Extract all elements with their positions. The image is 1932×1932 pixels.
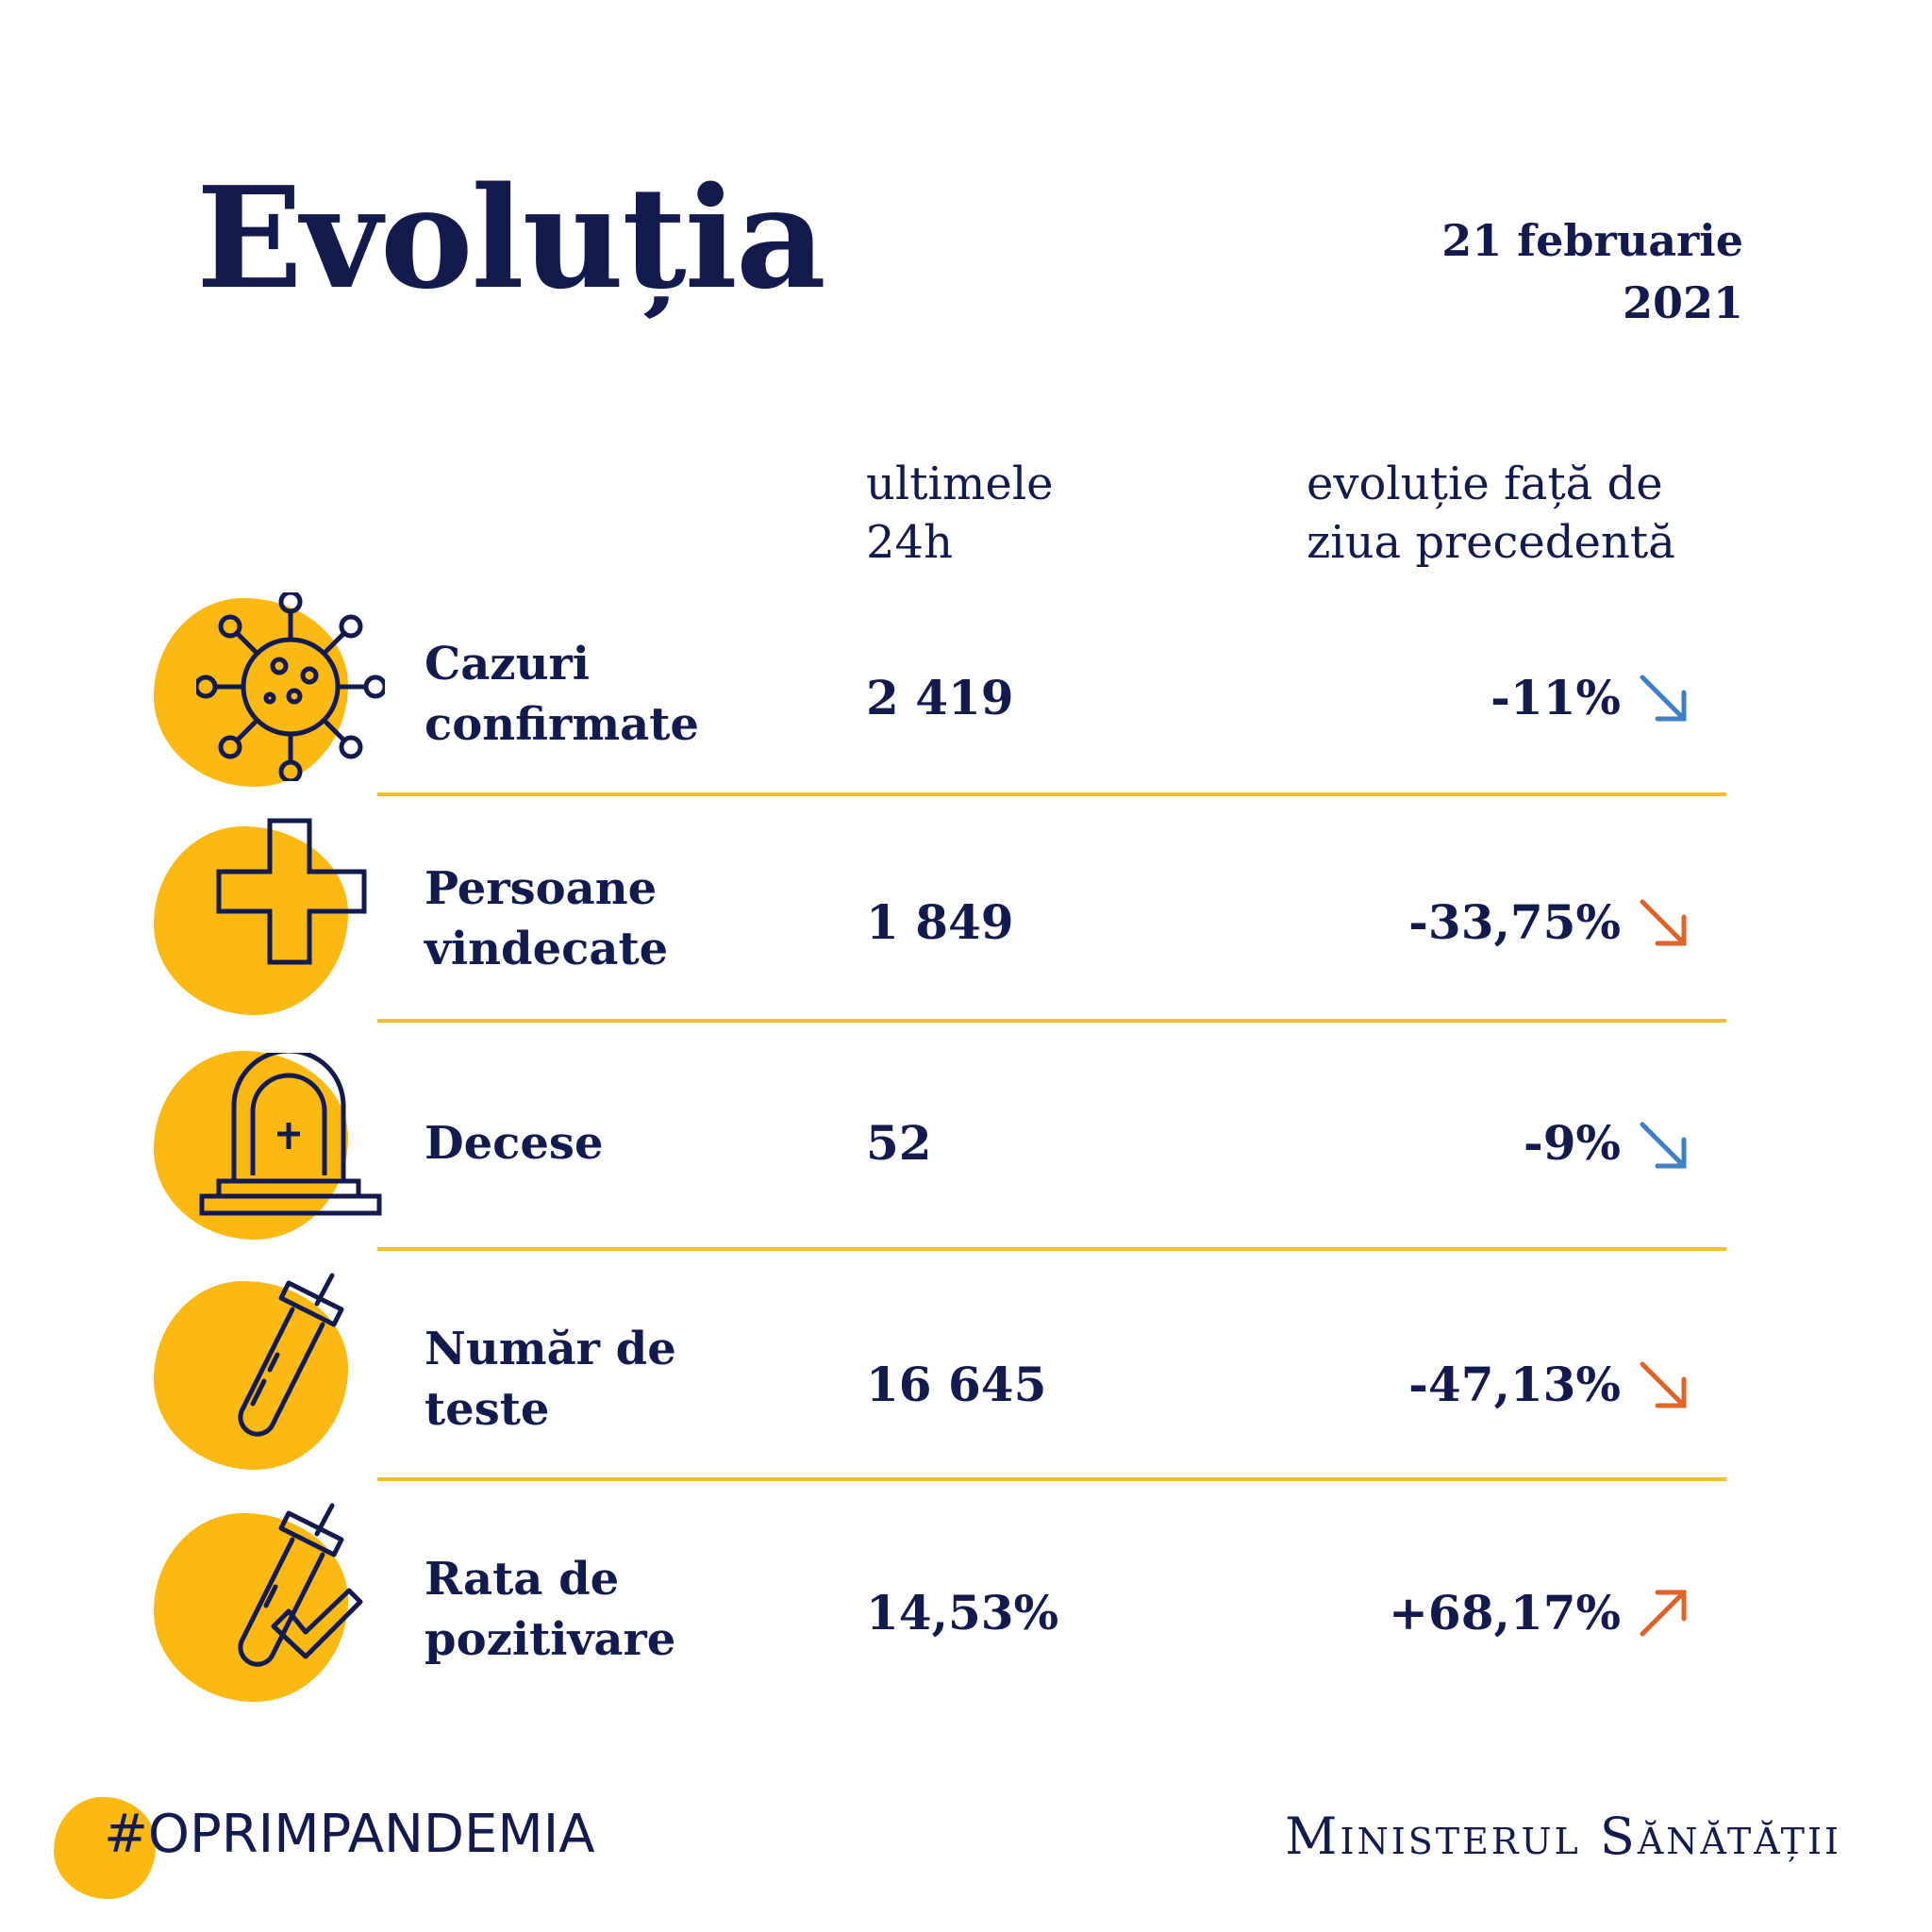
stat-value-24h: 14,53% — [866, 1585, 1059, 1641]
column-header-evolution: evoluție față de ziua precedentă — [1307, 455, 1675, 572]
tombstone-icon — [199, 1053, 382, 1216]
stat-value-24h: 1 849 — [866, 894, 1014, 950]
stat-label: Cazuri confirmate — [425, 634, 699, 755]
stat-label-line1: Decese — [425, 1117, 604, 1170]
stat-change-percent: +68,17% — [1389, 1585, 1621, 1641]
stat-label-line2: pozitivare — [425, 1613, 676, 1666]
ministry-logo-text: Ministerul Sănătății — [1285, 1807, 1841, 1866]
stat-label-line1: Cazuri — [425, 638, 590, 691]
page-title: Evoluția — [196, 156, 826, 320]
row-divider — [377, 1247, 1726, 1251]
stat-label: Rata de pozitivare — [425, 1549, 675, 1670]
stat-label: Decese — [425, 1113, 604, 1174]
stat-change-percent: -33,75% — [1408, 894, 1621, 950]
campaign-hashtag: #OPRIMPANDEMIA — [104, 1804, 595, 1865]
row-divider — [377, 792, 1726, 796]
stat-change-percent: -11% — [1491, 670, 1621, 725]
icon-background-blob — [154, 598, 348, 787]
date-day-month: 21 februarie — [1441, 215, 1743, 266]
arrow-up-right-icon — [1640, 1590, 1687, 1637]
test-tube-check-icon — [238, 1503, 363, 1667]
stat-value-24h: 16 645 — [866, 1357, 1047, 1412]
arrow-down-right-icon — [1640, 675, 1687, 722]
stat-label: Număr de teste — [425, 1319, 676, 1440]
column-header-last-24h-line1: ultimele — [866, 458, 1054, 510]
arrow-down-right-icon — [1640, 899, 1687, 946]
icon-background-blob — [154, 826, 348, 1015]
row-divider — [377, 1477, 1726, 1481]
arrow-down-right-icon — [1640, 1361, 1687, 1408]
hashtag-background-blob — [54, 1797, 156, 1899]
arrow-down-right-icon — [1640, 1122, 1687, 1169]
column-header-last-24h: ultimele 24h — [866, 455, 1054, 572]
stat-label-line2: teste — [425, 1383, 550, 1436]
virus-icon — [196, 592, 385, 781]
medical-cross-icon — [216, 818, 367, 965]
stat-change-percent: -47,13% — [1408, 1357, 1621, 1412]
stat-label-line1: Rata de — [425, 1553, 620, 1606]
column-header-last-24h-line2: 24h — [866, 516, 953, 569]
stat-label-line1: Număr de — [425, 1323, 676, 1375]
stat-label-line2: confirmate — [425, 698, 699, 751]
report-date: 21 februarie 2021 — [1441, 209, 1743, 334]
date-year: 2021 — [1622, 277, 1743, 328]
stat-label-line2: vindecate — [425, 923, 669, 975]
row-divider — [377, 1019, 1726, 1023]
stat-change-percent: -9% — [1523, 1115, 1621, 1171]
column-header-evolution-line1: evoluție față de — [1307, 458, 1663, 510]
column-header-evolution-line2: ziua precedentă — [1307, 516, 1675, 569]
stat-label: Persoane vindecate — [425, 858, 668, 979]
stat-value-24h: 52 — [866, 1115, 932, 1171]
stat-label-line1: Persoane — [425, 862, 658, 915]
stat-value-24h: 2 419 — [866, 670, 1014, 725]
test-tube-icon — [238, 1273, 344, 1437]
icon-background-blob — [154, 1281, 348, 1470]
